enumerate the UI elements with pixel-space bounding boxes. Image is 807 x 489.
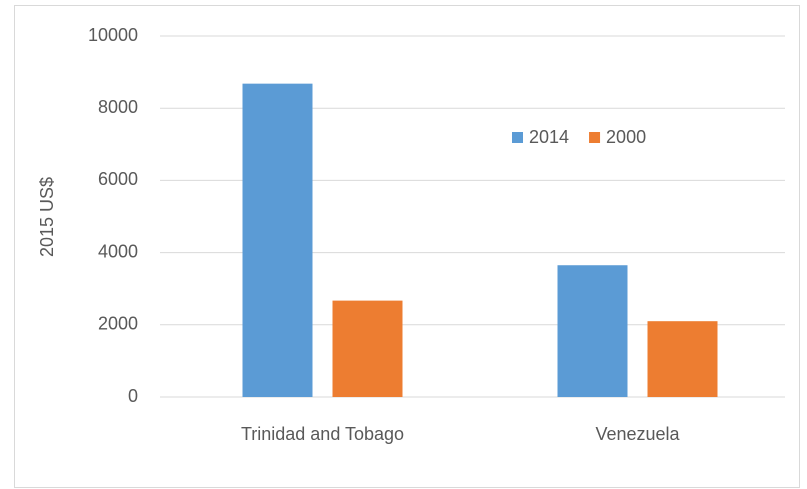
- legend-label: 2000: [606, 127, 646, 147]
- y-tick-label: 10000: [88, 25, 138, 45]
- bar: [242, 83, 313, 397]
- legend-label: 2014: [529, 127, 569, 147]
- y-tick-label: 8000: [98, 97, 138, 117]
- y-axis-label: 2015 US$: [37, 177, 57, 257]
- chart-border: [14, 5, 800, 488]
- x-tick-label: Trinidad and Tobago: [241, 424, 404, 444]
- y-tick-label: 4000: [98, 241, 138, 261]
- y-tick-label: 0: [128, 386, 138, 406]
- legend-swatch: [589, 132, 601, 143]
- x-tick-label: Venezuela: [595, 424, 680, 444]
- y-tick-label: 2000: [98, 314, 138, 334]
- bar: [332, 300, 403, 397]
- legend-swatch: [512, 132, 523, 143]
- y-tick-label: 6000: [98, 169, 138, 189]
- bar: [647, 321, 718, 397]
- bar: [557, 265, 628, 397]
